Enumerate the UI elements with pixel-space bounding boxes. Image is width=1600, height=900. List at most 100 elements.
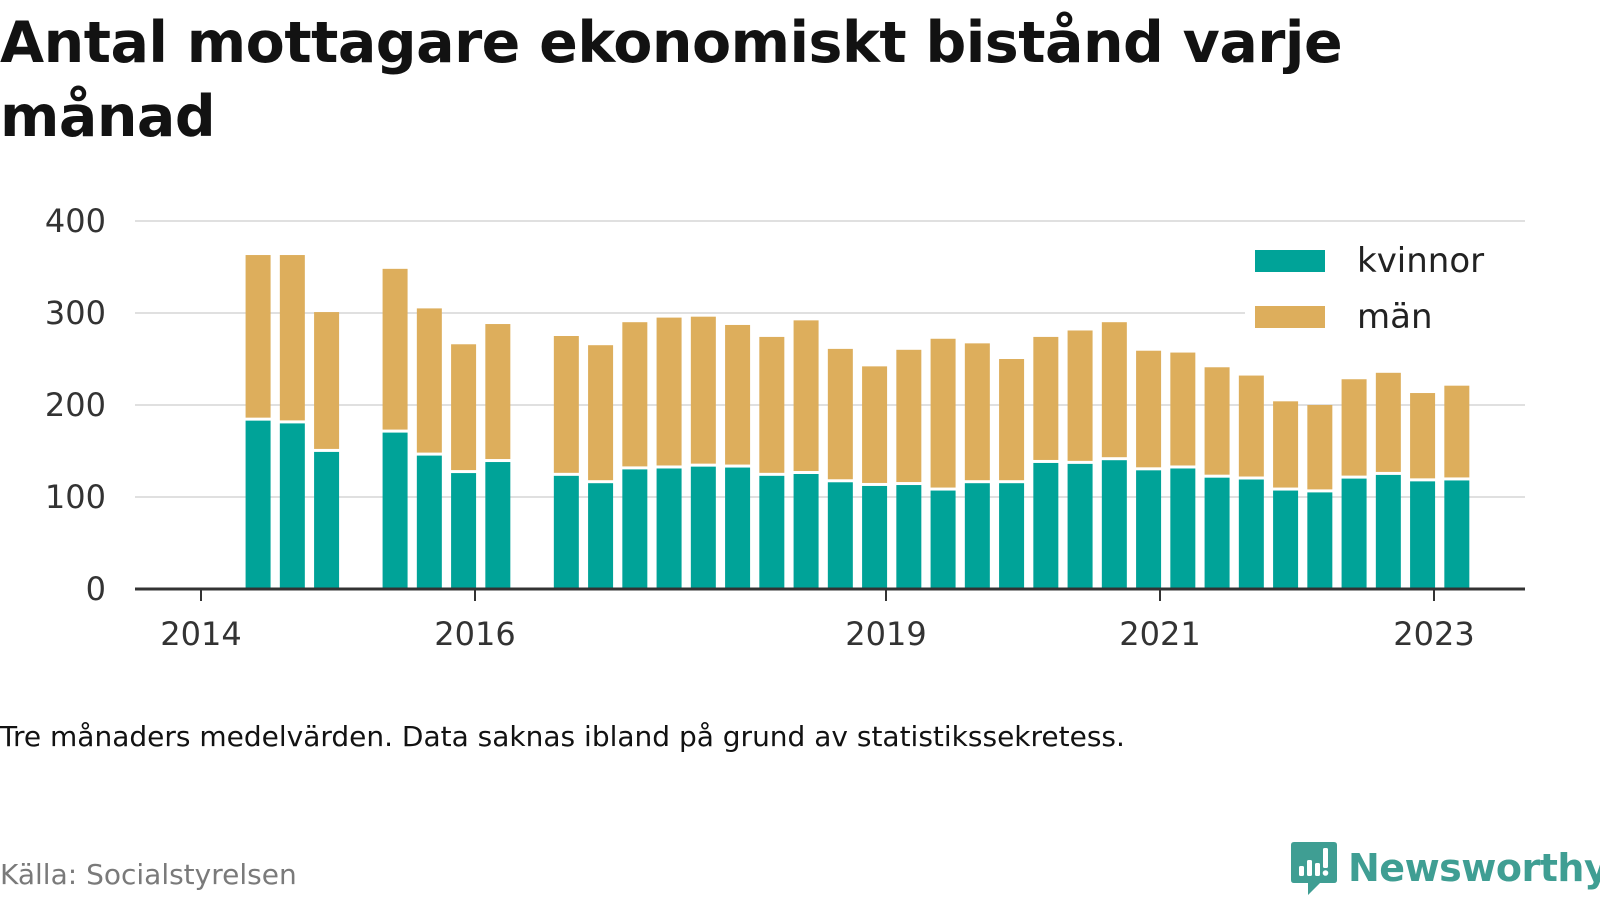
bar-kvinnor (416, 455, 442, 589)
bar-group (1170, 352, 1196, 589)
bar-group (725, 324, 751, 589)
bar-group (690, 316, 716, 589)
bar-man (1307, 405, 1333, 490)
legend-label-man: män (1357, 297, 1433, 337)
bar-group (930, 338, 956, 589)
bar-group (1238, 375, 1264, 589)
bar-man (1238, 375, 1264, 477)
bars (245, 255, 1470, 589)
bar-man (964, 343, 990, 481)
bar-group (964, 343, 990, 589)
bar-group (1067, 330, 1093, 589)
bar-kvinnor (759, 475, 785, 589)
bar-kvinnor (382, 432, 408, 589)
bar-man (279, 255, 305, 421)
bar-kvinnor (1273, 490, 1299, 589)
bar-man (656, 317, 682, 466)
bar-man (1410, 393, 1436, 479)
y-tick-label-200: 200 (45, 386, 106, 424)
bar-group (656, 317, 682, 589)
bar-group (1410, 393, 1436, 589)
bar-kvinnor (279, 423, 305, 589)
bar-man (793, 320, 819, 471)
bar-kvinnor (1410, 481, 1436, 589)
bar-kvinnor (930, 490, 956, 589)
bar-man (896, 349, 922, 483)
bar-group (314, 312, 340, 589)
bar-man (1170, 352, 1196, 466)
chart-note: Tre månaders medelvärden. Data saknas ib… (0, 720, 1125, 753)
bar-kvinnor (1375, 474, 1401, 589)
bar-group (896, 349, 922, 589)
bar-man (553, 336, 579, 473)
bar-group (1136, 350, 1162, 589)
bar-group (793, 320, 819, 589)
bar-group (279, 255, 305, 589)
bar-man (1204, 367, 1230, 475)
bar-group (827, 348, 853, 589)
bar-kvinnor (1341, 478, 1367, 589)
bar-man (1136, 350, 1162, 468)
bar-man (622, 322, 648, 467)
bar-kvinnor (1170, 468, 1196, 589)
x-tick-label-2021: 2021 (1119, 615, 1200, 653)
bar-man (416, 308, 442, 453)
x-tick-label-2014: 2014 (160, 615, 241, 653)
legend-swatch-kvinnor (1255, 250, 1325, 272)
bar-man (588, 345, 614, 481)
bar-group (1101, 322, 1127, 589)
bar-man (485, 324, 511, 460)
bar-kvinnor (245, 420, 271, 589)
bar-kvinnor (725, 467, 751, 589)
brand-name: Newsworthy (1348, 846, 1600, 890)
x-tick-label-2023: 2023 (1393, 615, 1474, 653)
bar-group (862, 366, 888, 589)
bar-kvinnor (622, 469, 648, 589)
bar-kvinnor (964, 483, 990, 589)
bar-man (999, 359, 1025, 481)
bar-kvinnor (1101, 460, 1127, 589)
bar-man (451, 344, 477, 471)
bar-group (1307, 405, 1333, 589)
bar-man (1101, 322, 1127, 458)
bar-man (1375, 372, 1401, 472)
bar-man (930, 338, 956, 488)
bar-man (382, 268, 408, 430)
chart-title: Antal mottagare ekonomiskt bistånd varje… (0, 10, 1343, 150)
legend-swatch-man (1255, 306, 1325, 328)
y-tick-label-400: 400 (45, 202, 106, 240)
bar-kvinnor (862, 485, 888, 589)
bar-group (1341, 379, 1367, 589)
bar-group (451, 344, 477, 589)
bar-kvinnor (588, 483, 614, 589)
bar-kvinnor (1067, 463, 1093, 589)
bar-group (553, 336, 579, 589)
bar-kvinnor (1444, 480, 1470, 589)
x-tick-label-2019: 2019 (845, 615, 926, 653)
bar-kvinnor (1136, 470, 1162, 589)
bar-kvinnor (1204, 477, 1230, 589)
bar-kvinnor (793, 474, 819, 589)
bar-group (416, 308, 442, 589)
legend: kvinnor män (1245, 235, 1530, 340)
bar-man (690, 316, 716, 464)
y-tick-label-100: 100 (45, 478, 106, 516)
brand-logo: Newsworthy (1290, 840, 1600, 896)
legend-label-kvinnor: kvinnor (1357, 241, 1484, 281)
bar-group (1273, 401, 1299, 589)
bar-kvinnor (690, 466, 716, 589)
stacked-bar-chart: 0 100 200 300 400 2014 2016 2019 2021 2023 kvinn… (44, 202, 1530, 653)
bar-man (1444, 385, 1470, 478)
bar-kvinnor (1238, 479, 1264, 589)
bar-man (314, 312, 340, 449)
bar-kvinnor (656, 468, 682, 589)
bar-kvinnor (1033, 462, 1059, 589)
bar-man (725, 324, 751, 465)
bar-group (759, 336, 785, 589)
bar-group (485, 324, 511, 589)
bar-group (245, 255, 271, 589)
source-credit: Källa: Socialstyrelsen (0, 858, 297, 891)
bar-man (827, 348, 853, 480)
x-tick-label-2016: 2016 (434, 615, 515, 653)
bar-man (759, 336, 785, 473)
